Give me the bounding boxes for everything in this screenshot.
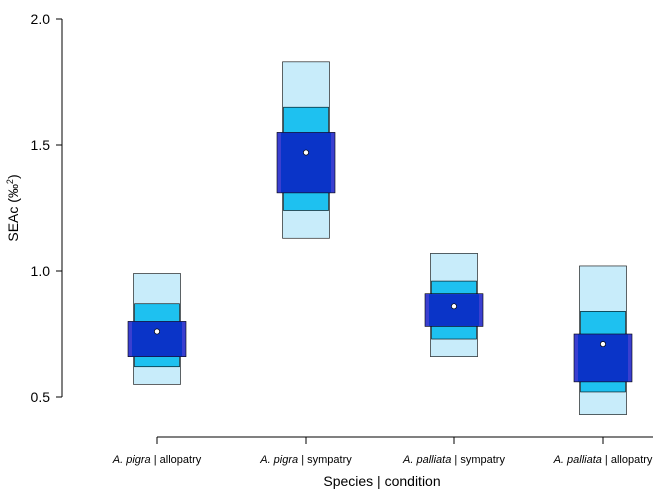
label-separator: | xyxy=(298,454,307,466)
mode-point xyxy=(600,341,606,348)
y-axis-title-end: ) xyxy=(5,174,21,179)
mode-point xyxy=(303,149,309,156)
species-name: A. palliata xyxy=(553,454,602,466)
interval-box-group xyxy=(276,61,336,239)
condition-name: allopatry xyxy=(611,454,653,466)
y-axis-title-main: SEAc (‰ xyxy=(5,184,21,242)
mode-point xyxy=(154,328,160,335)
x-tick-label: A. palliata | sympatry xyxy=(402,454,505,466)
x-tick-label: A. pigra | allopatry xyxy=(112,454,202,466)
interval-boxes xyxy=(127,61,633,415)
y-axis: 0.5 1.0 1.5 2.0 xyxy=(31,11,63,405)
condition-name: sympatry xyxy=(307,454,352,466)
interval-box-group xyxy=(127,273,187,385)
ci50-box-core xyxy=(281,132,331,193)
species-name: A. pigra xyxy=(259,454,298,466)
ci50-box-core xyxy=(132,321,182,357)
y-tick-label: 0.5 xyxy=(31,389,51,405)
y-ticks: 0.5 1.0 1.5 2.0 xyxy=(31,11,62,405)
species-name: A. pigra xyxy=(112,454,151,466)
x-axis-title: Species | condition xyxy=(323,473,440,489)
x-tick-label: A. pigra | sympatry xyxy=(259,454,352,466)
interval-box-group xyxy=(424,253,484,357)
label-separator: | xyxy=(151,454,160,466)
y-axis-title-sup: 2 xyxy=(5,179,15,184)
x-tick-label: A. palliata | allopatry xyxy=(553,454,653,466)
y-tick-label: 1.5 xyxy=(31,137,51,153)
mode-point xyxy=(451,303,457,310)
y-tick-label: 1.0 xyxy=(31,263,51,279)
species-name: A. palliata xyxy=(402,454,451,466)
condition-name: allopatry xyxy=(160,454,202,466)
y-axis-title: SEAc (‰2) xyxy=(5,174,21,241)
y-tick-label: 2.0 xyxy=(31,11,51,27)
x-axis: A. pigra | allopatry A. pigra | sympatry A… xyxy=(112,436,653,466)
interval-box-group xyxy=(573,265,633,415)
label-separator: | xyxy=(602,454,611,466)
ci50-box-core xyxy=(429,294,479,326)
x-ticks: A. pigra | allopatry A. pigra | sympatry A… xyxy=(112,437,653,466)
label-separator: | xyxy=(451,454,460,466)
condition-name: sympatry xyxy=(460,454,505,466)
